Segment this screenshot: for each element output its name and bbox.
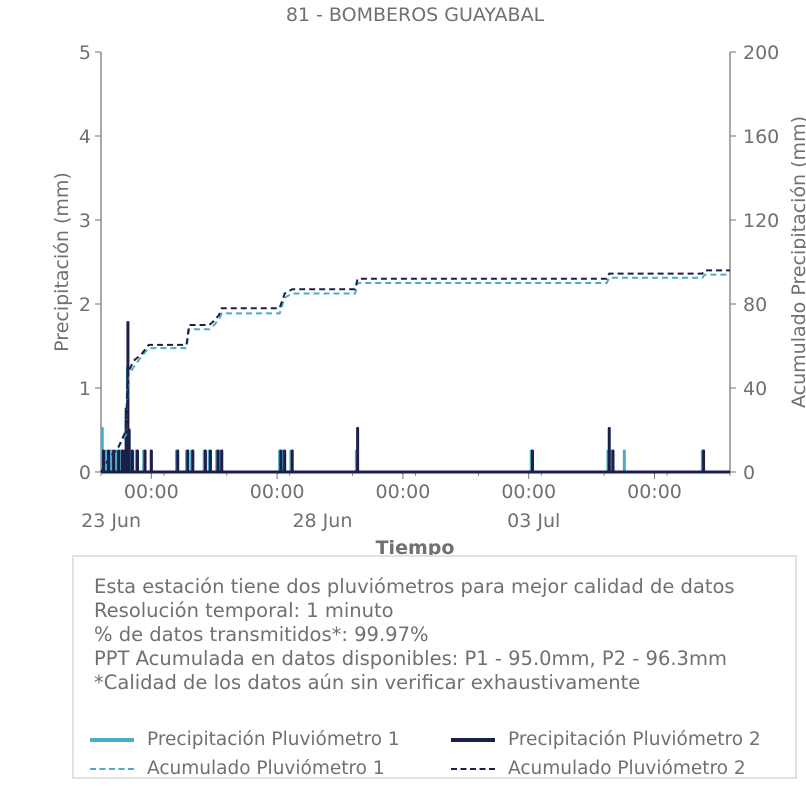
info-line: *Calidad de los datos aún sin verificar … — [94, 671, 641, 694]
precipitation-chart: 81 - BOMBEROS GUAYABAL 0 1 2 3 4 5 0 40 80 120 160… — [51, 4, 806, 559]
accum-line — [100, 273, 730, 473]
info-line: % de datos transmitidos*: 99.97% — [94, 623, 429, 646]
legend-item-precip-1: Precipitación Pluviómetro 1 — [90, 729, 400, 750]
legend-item-accum-2: Acumulado Pluviómetro 2 — [451, 758, 746, 779]
y-tick-label-right: 80 — [743, 294, 767, 316]
legend-swatch-dashed-teal — [90, 767, 134, 770]
y-tick-label-right: 0 — [743, 462, 755, 484]
y-tick-label-left: 5 — [79, 42, 91, 64]
x-date-label: 03 Jul — [507, 510, 560, 532]
x-date-label: 28 Jun — [292, 510, 352, 532]
y-axis-label-right: Acumulado Precipitación (mm) — [788, 116, 806, 408]
info-line: Resolución temporal: 1 minuto — [94, 599, 394, 622]
legend-swatch-solid-teal — [90, 737, 134, 742]
series-2 — [101, 320, 730, 474]
legend-label: Precipitación Pluviómetro 2 — [508, 729, 761, 750]
info-line: PPT Acumulada en datos disponibles: P1 -… — [94, 647, 727, 670]
legend-swatch-dashed-navy — [451, 767, 495, 770]
legend-item-accum-1: Acumulado Pluviómetro 1 — [90, 758, 385, 779]
y-tick-label-left: 0 — [79, 462, 91, 484]
x-tick-label: 00:00 — [376, 481, 431, 503]
x-tick-label: 00:00 — [627, 481, 682, 503]
legend-swatch-solid-navy — [451, 737, 495, 742]
x-tick-label: 00:00 — [250, 481, 305, 503]
y-axis-label-left: Precipitación (mm) — [51, 172, 73, 352]
y-tick-label-right: 120 — [743, 210, 779, 232]
legend-label: Acumulado Pluviómetro 1 — [147, 758, 385, 779]
series-3 — [100, 273, 730, 473]
x-axis-label: Tiempo — [376, 537, 455, 559]
info-lines: Esta estación tiene dos pluviómetros par… — [94, 575, 735, 695]
y-tick-label-left: 4 — [79, 126, 91, 148]
x-date-label: 23 Jun — [81, 510, 141, 532]
info-box: Esta estación tiene dos pluviómetros par… — [72, 555, 797, 779]
y-tick-label-left: 2 — [79, 294, 91, 316]
series-1 — [100, 365, 730, 474]
y-tick-label-right: 160 — [743, 126, 779, 148]
axes: 0 1 2 3 4 5 0 40 80 120 160 200 00:00 00:00 00:00 00:00… — [79, 42, 779, 532]
series-4 — [100, 269, 730, 473]
legend-label: Precipitación Pluviómetro 1 — [147, 729, 400, 750]
legend-item-precip-2: Precipitación Pluviómetro 2 — [451, 729, 761, 750]
y-tick-label-right: 200 — [743, 42, 779, 64]
legend-label: Acumulado Pluviómetro 2 — [508, 758, 746, 779]
x-tick-label: 00:00 — [501, 481, 556, 503]
accum-line — [100, 269, 730, 473]
series-layer — [100, 269, 730, 474]
y-tick-label-left: 3 — [79, 210, 91, 232]
chart-title: 81 - BOMBEROS GUAYABAL — [286, 4, 545, 26]
info-line: Esta estación tiene dos pluviómetros par… — [94, 575, 735, 598]
y-tick-label-left: 1 — [79, 378, 91, 400]
y-tick-label-right: 40 — [743, 378, 767, 400]
x-tick-label: 00:00 — [124, 481, 179, 503]
